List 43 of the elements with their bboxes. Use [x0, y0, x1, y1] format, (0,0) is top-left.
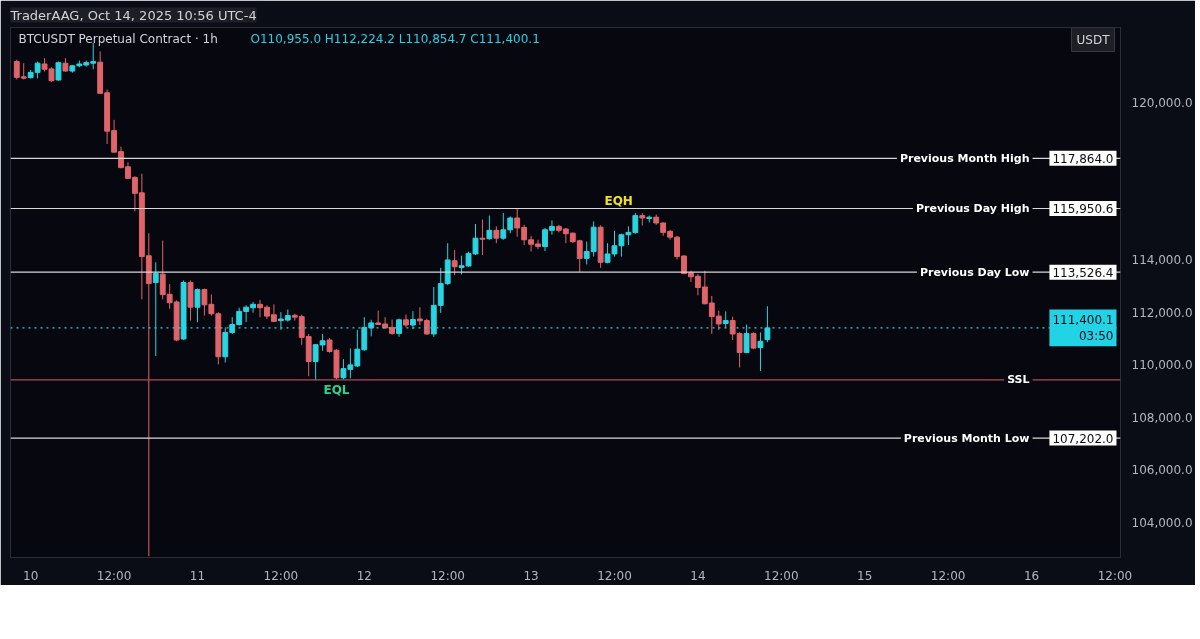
x-tick-label: 15: [857, 568, 873, 583]
annotation: 117,864.0: [1052, 151, 1114, 166]
candlestick: [479, 219, 486, 256]
candlestick: [757, 331, 764, 372]
y-tick-label: 120,000.0: [1131, 95, 1193, 110]
ref-line-label: Previous Month Low: [903, 431, 1030, 445]
y-tick-label: 104,000.0: [1131, 515, 1193, 530]
candlestick: [389, 319, 396, 336]
annotation: EQH: [604, 193, 633, 208]
y-tick-label: 106,000.0: [1131, 463, 1193, 478]
ref-line-label: Previous Month High: [899, 151, 1030, 165]
x-tick-label: 12: [356, 568, 372, 583]
chart-subtitle: TraderAAG, Oct 14, 2025 10:56 UTC-4: [9, 7, 257, 23]
x-tick-label: 10: [23, 568, 39, 583]
x-tick-label: 12:00: [430, 568, 465, 583]
x-tick-label: 13: [523, 568, 539, 583]
ref-line-label: Previous Day Low: [919, 265, 1030, 279]
candlestick: [194, 288, 201, 323]
candlestick: [486, 215, 493, 241]
annotation: O110,955.0 H112,224.2 L110,854.7 C111,400.1: [250, 31, 540, 46]
x-tick-label: 12:00: [764, 568, 799, 583]
y-tick-label: 108,000.0: [1131, 410, 1193, 425]
annotation: EQL: [323, 382, 350, 397]
y-axis-title: USDT: [1076, 32, 1111, 47]
ref-line-label: Previous Day High: [915, 202, 1030, 216]
y-tick-label: 110,000.0: [1131, 358, 1193, 373]
x-tick-label: 14: [690, 568, 706, 583]
x-tick-label: 12:00: [96, 568, 132, 583]
x-tick-label: 12:00: [597, 568, 632, 583]
x-tick-label: 12:00: [263, 568, 299, 583]
ref-line-label: SSL: [1007, 373, 1030, 387]
annotation: 115,950.6: [1052, 202, 1114, 217]
candlestick: [451, 249, 458, 276]
x-tick-label: 12:00: [1097, 568, 1133, 583]
x-tick-label: 11: [189, 568, 206, 583]
y-tick-label: 114,000.0: [1131, 253, 1193, 268]
y-tick-label: 112,000.0: [1131, 305, 1193, 320]
x-tick-label: 12:00: [930, 568, 966, 583]
annotation: 107,202.0: [1052, 431, 1114, 446]
annotation: 113,526.4: [1052, 265, 1114, 280]
ref-line-label: 111,400.1 03:50: [1052, 312, 1114, 344]
chart-title: BTCUSDT Perpetual Contract · 1h: [18, 31, 218, 46]
x-tick-label: 16: [1023, 568, 1040, 583]
